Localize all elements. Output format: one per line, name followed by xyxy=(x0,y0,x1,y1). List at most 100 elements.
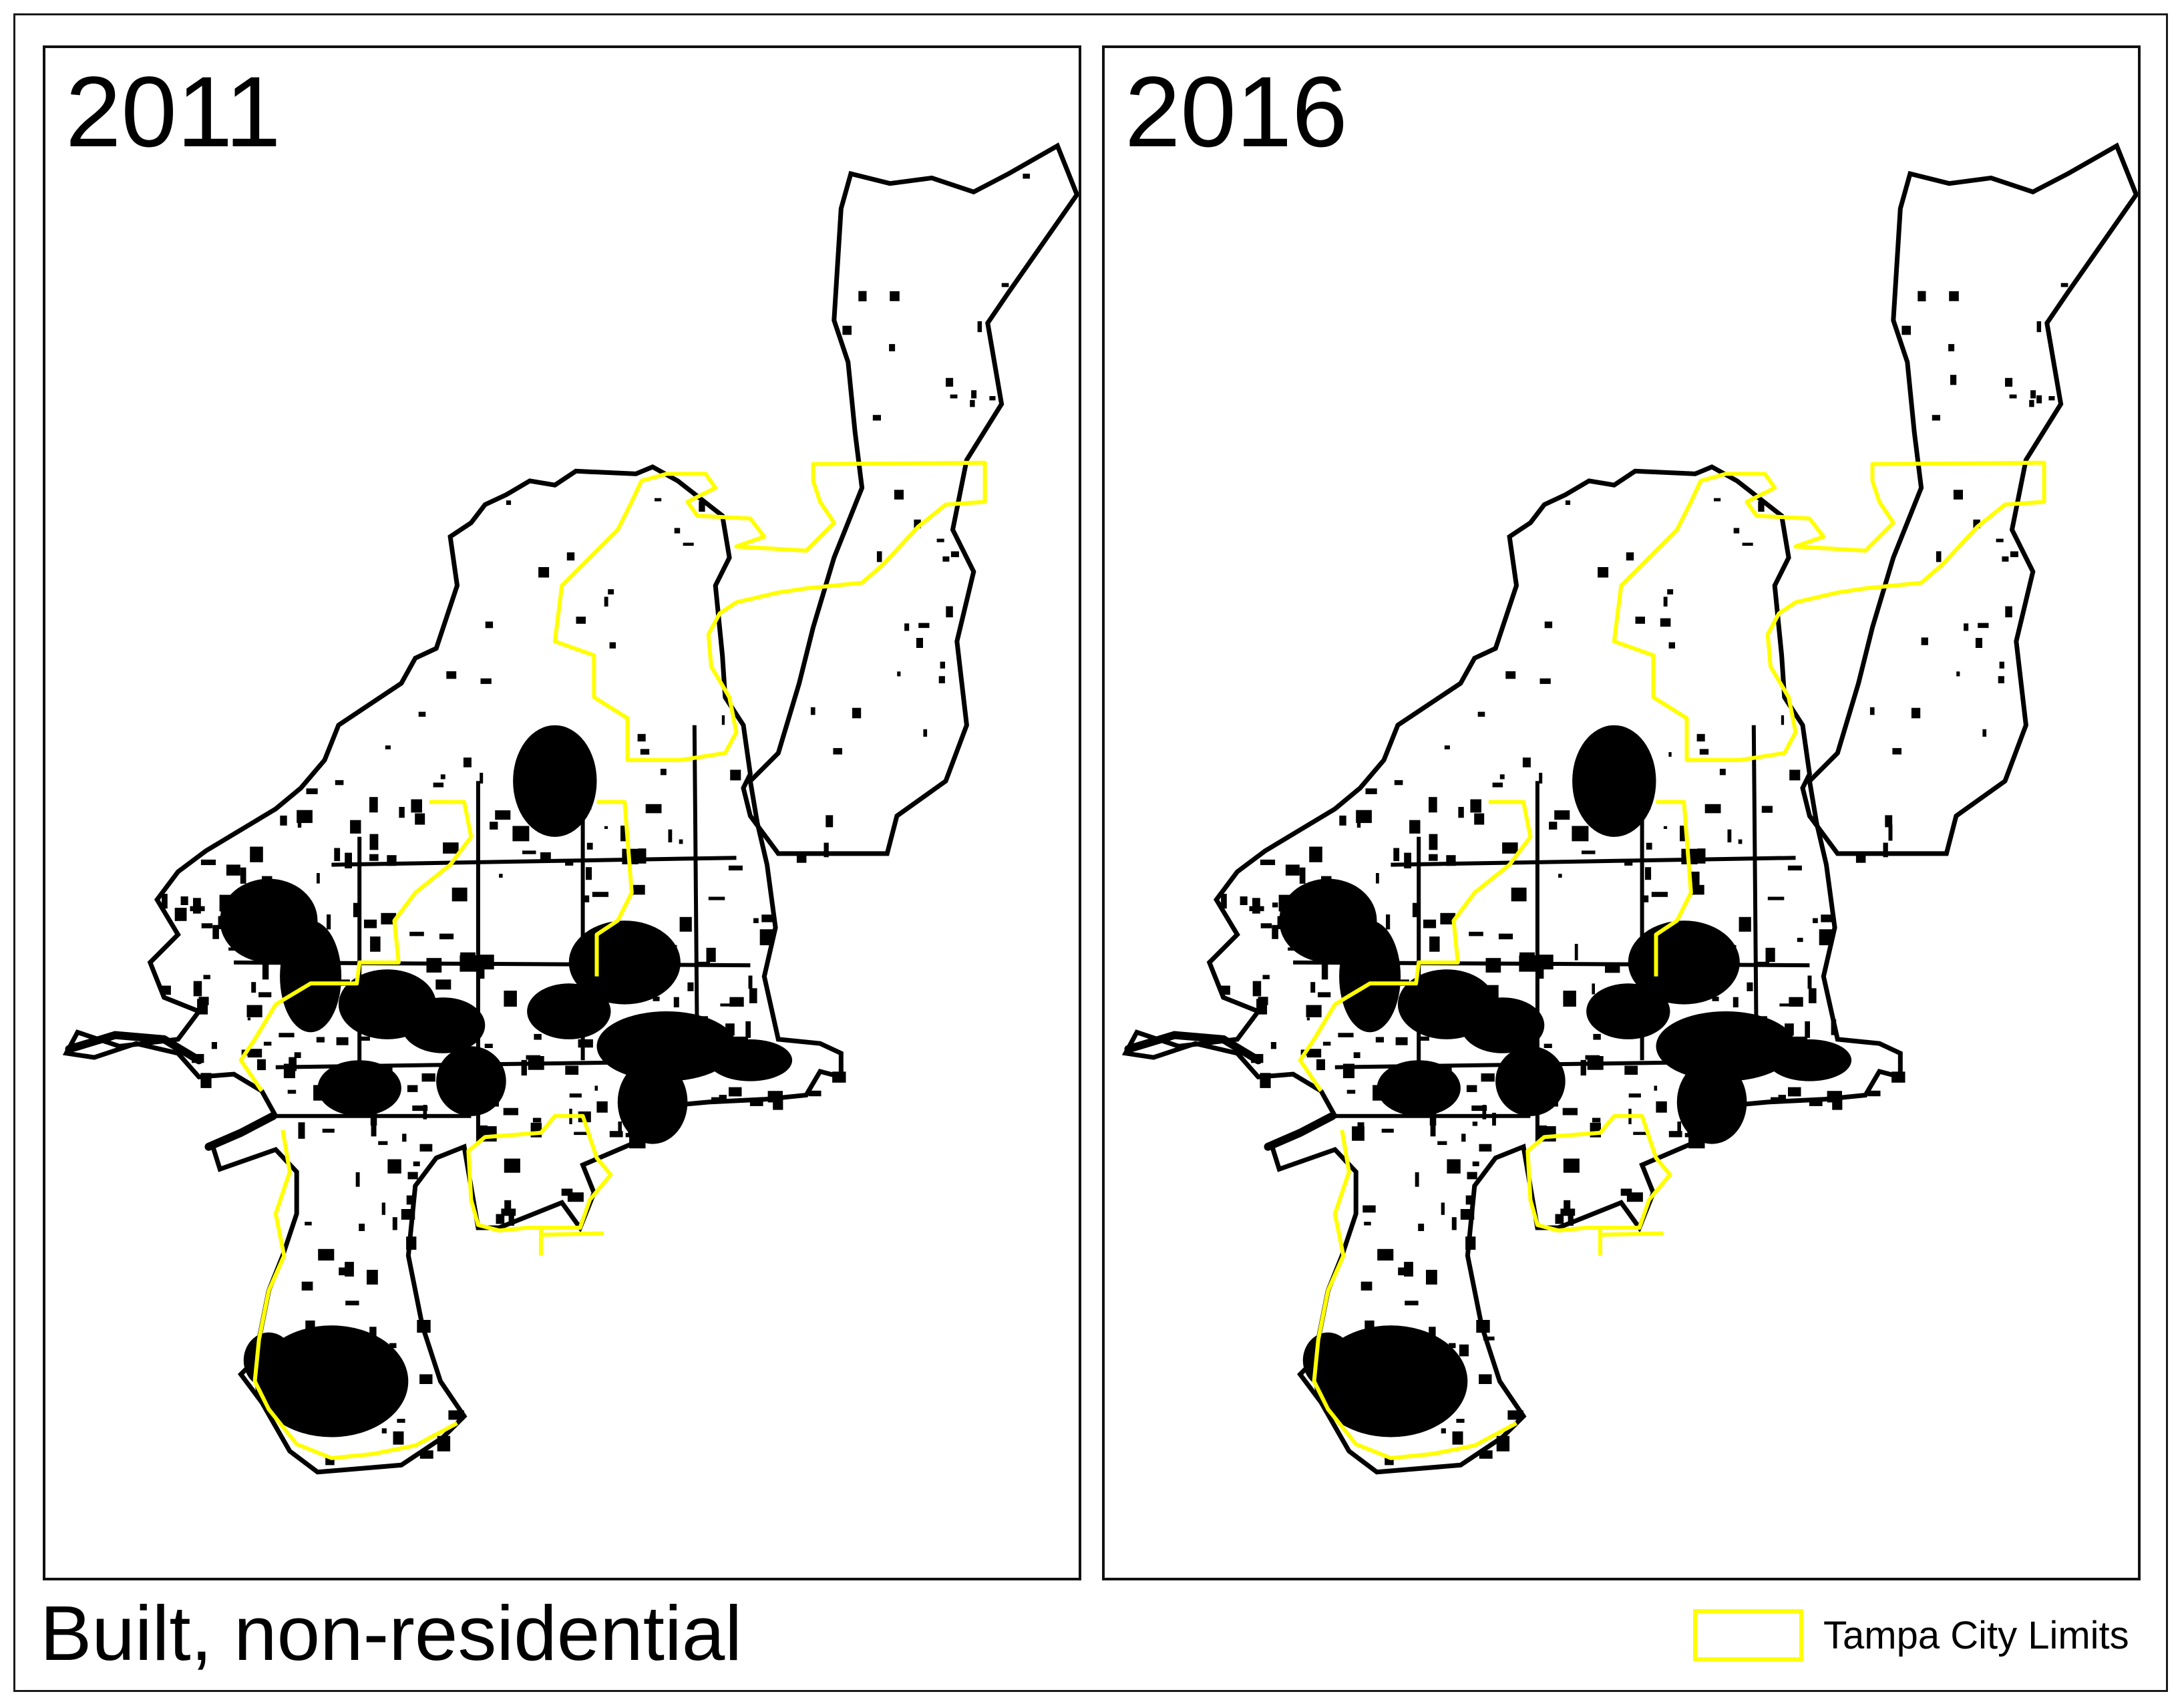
built-parcel xyxy=(193,898,201,914)
built-parcel xyxy=(1568,1211,1574,1226)
built-parcel xyxy=(435,979,451,990)
built-parcel xyxy=(1465,1236,1476,1250)
built-parcel xyxy=(1668,1131,1682,1138)
built-parcel xyxy=(485,621,494,629)
built-parcel xyxy=(212,924,219,939)
built-parcel xyxy=(1921,637,1928,645)
built-parcel xyxy=(1440,912,1456,924)
built-parcel xyxy=(1310,982,1316,993)
built-parcel xyxy=(1353,1052,1360,1058)
built-parcel xyxy=(1656,1101,1667,1113)
built-parcel xyxy=(1592,1118,1601,1123)
built-parcel xyxy=(1460,1209,1475,1220)
built-parcel xyxy=(1270,1042,1276,1049)
built-parcel xyxy=(402,1134,407,1142)
built-parcel xyxy=(490,822,498,830)
built-parcel xyxy=(1386,914,1391,930)
built-parcel xyxy=(339,1267,348,1276)
built-parcel xyxy=(826,815,834,828)
built-parcel xyxy=(729,997,744,1007)
built-parcel xyxy=(923,729,928,737)
built-parcel xyxy=(1499,774,1505,780)
built-parcel xyxy=(1474,813,1485,825)
built-parcel xyxy=(761,914,773,922)
built-parcel xyxy=(720,1003,732,1007)
built-parcel xyxy=(2036,395,2042,403)
built-parcel xyxy=(1385,1458,1394,1466)
built-parcel xyxy=(1404,1262,1413,1277)
built-parcel xyxy=(1377,1248,1394,1261)
built-parcel xyxy=(359,1223,365,1231)
built-parcel xyxy=(1398,1267,1407,1276)
built-parcel xyxy=(674,528,681,534)
built-parcel xyxy=(1558,874,1562,878)
built-parcel xyxy=(729,1087,742,1097)
built-cluster xyxy=(1314,1325,1468,1437)
built-parcel xyxy=(1580,1059,1586,1076)
built-parcel xyxy=(1458,807,1464,818)
built-parcel xyxy=(1260,1073,1271,1088)
built-parcel xyxy=(2030,390,2036,399)
built-parcel xyxy=(1936,551,1942,562)
built-parcel xyxy=(1982,729,1987,737)
built-parcel xyxy=(1819,929,1833,946)
built-parcel xyxy=(586,842,593,850)
built-parcel xyxy=(1696,733,1705,741)
canal-west xyxy=(65,1031,203,1065)
built-parcel xyxy=(938,676,945,683)
built-parcel xyxy=(262,963,269,980)
built-parcel xyxy=(569,1093,582,1097)
built-parcel xyxy=(421,1073,435,1082)
built-parcel xyxy=(1260,923,1272,928)
built-parcel xyxy=(440,774,445,780)
built-parcel xyxy=(2005,377,2013,387)
built-parcel xyxy=(808,1090,822,1097)
built-parcel xyxy=(578,1039,593,1048)
built-parcel xyxy=(200,859,216,866)
built-parcel xyxy=(1779,1003,1791,1007)
built-parcel xyxy=(287,1089,297,1094)
built-parcel xyxy=(506,500,512,505)
built-parcel xyxy=(592,892,608,897)
built-parcel xyxy=(409,931,424,936)
built-parcel xyxy=(1476,1320,1490,1333)
built-parcel xyxy=(897,671,901,677)
built-parcel xyxy=(1549,822,1558,830)
city-limits-north xyxy=(1612,460,2046,762)
map-caption: Built, non-residential xyxy=(40,1590,743,1677)
built-parcel xyxy=(753,918,759,923)
built-parcel xyxy=(950,551,959,558)
built-parcel xyxy=(251,982,256,993)
built-parcel xyxy=(1626,552,1634,561)
major-road xyxy=(1751,725,1759,1061)
built-parcel xyxy=(566,552,575,561)
built-parcel xyxy=(989,396,996,401)
built-parcel xyxy=(2009,394,2017,399)
built-parcel xyxy=(1467,1172,1477,1180)
built-parcel xyxy=(708,896,725,900)
built-cluster xyxy=(1302,1332,1353,1389)
built-parcel xyxy=(1456,1419,1465,1423)
built-parcel xyxy=(1365,788,1377,794)
built-parcel xyxy=(1747,982,1753,991)
built-parcel xyxy=(914,519,921,528)
built-parcel xyxy=(833,747,842,755)
built-parcel xyxy=(645,804,662,814)
built-parcel xyxy=(1668,642,1675,649)
built-parcel xyxy=(263,1041,272,1046)
built-parcel xyxy=(1465,1195,1473,1205)
built-parcel xyxy=(1677,1122,1681,1133)
built-parcel xyxy=(407,1172,418,1180)
built-parcel xyxy=(1948,344,1955,351)
built-parcel xyxy=(1641,895,1649,902)
built-parcel xyxy=(1663,826,1668,829)
built-parcel xyxy=(1793,1036,1808,1041)
built-parcel xyxy=(417,1320,431,1333)
built-parcel xyxy=(1472,1161,1479,1166)
built-parcel xyxy=(1260,859,1276,866)
built-parcel xyxy=(1441,1428,1446,1433)
built-parcel xyxy=(1719,768,1726,776)
built-cluster xyxy=(617,1060,688,1144)
built-parcel xyxy=(418,711,426,717)
built-parcel xyxy=(2060,283,2068,287)
